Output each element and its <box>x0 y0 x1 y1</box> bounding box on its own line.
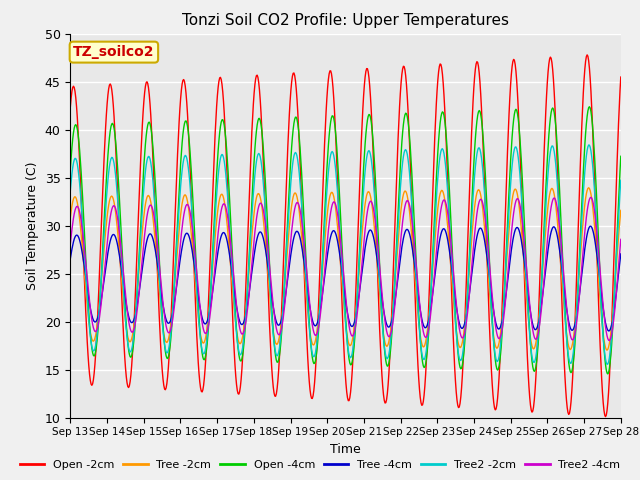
Open -2cm <box>602 414 609 420</box>
Title: Tonzi Soil CO2 Profile: Upper Temperatures: Tonzi Soil CO2 Profile: Upper Temperatur… <box>182 13 509 28</box>
Tree -4cm <box>189 252 196 258</box>
Tree2 -4cm <box>77 213 84 218</box>
Tree2 -4cm <box>429 293 436 299</box>
Open -2cm <box>189 237 196 243</box>
Tree -2cm <box>429 268 436 274</box>
Tree2 -4cm <box>587 194 595 200</box>
Tree2 -2cm <box>585 142 593 148</box>
Tree2 -2cm <box>67 187 74 193</box>
Tree -4cm <box>586 223 594 229</box>
Text: TZ_soilco2: TZ_soilco2 <box>73 45 155 59</box>
Tree2 -2cm <box>413 282 420 288</box>
X-axis label: Time: Time <box>330 443 361 456</box>
Open -2cm <box>67 103 74 109</box>
Open -4cm <box>617 154 625 159</box>
Open -4cm <box>413 266 420 272</box>
Tree -2cm <box>189 250 196 255</box>
Tree2 -4cm <box>218 204 226 210</box>
Open -2cm <box>429 195 436 201</box>
Line: Tree -2cm: Tree -2cm <box>70 188 621 350</box>
Tree -2cm <box>585 185 593 191</box>
Tree2 -2cm <box>77 189 84 195</box>
Tree -2cm <box>603 347 611 353</box>
Tree2 -2cm <box>603 361 611 367</box>
Open -2cm <box>413 329 420 335</box>
Tree -2cm <box>218 192 226 197</box>
Tree2 -4cm <box>617 237 625 242</box>
Tree -2cm <box>133 292 141 298</box>
Tree2 -2cm <box>429 262 436 267</box>
Tree -4cm <box>617 251 625 257</box>
Open -2cm <box>133 250 141 255</box>
Tree -2cm <box>67 215 74 220</box>
Line: Tree2 -2cm: Tree2 -2cm <box>70 145 621 364</box>
Open -4cm <box>586 104 593 109</box>
Line: Open -2cm: Open -2cm <box>70 55 621 417</box>
Tree -4cm <box>133 303 141 309</box>
Open -4cm <box>67 166 74 171</box>
Open -4cm <box>218 117 226 123</box>
Tree2 -4cm <box>413 264 420 270</box>
Tree2 -4cm <box>189 229 196 235</box>
Legend: Open -2cm, Tree -2cm, Open -4cm, Tree -4cm, Tree2 -2cm, Tree2 -4cm: Open -2cm, Tree -2cm, Open -4cm, Tree -4… <box>15 456 625 474</box>
Tree -4cm <box>413 277 420 283</box>
Line: Open -4cm: Open -4cm <box>70 107 621 374</box>
Open -4cm <box>429 257 436 263</box>
Open -4cm <box>189 197 196 203</box>
Open -2cm <box>218 81 226 87</box>
Tree2 -2cm <box>218 152 226 157</box>
Tree2 -2cm <box>189 224 196 229</box>
Tree2 -2cm <box>617 178 625 183</box>
Open -2cm <box>77 176 84 181</box>
Tree -4cm <box>67 255 74 261</box>
Tree -2cm <box>617 207 625 213</box>
Tree -2cm <box>413 293 420 299</box>
Tree -2cm <box>77 223 84 228</box>
Open -2cm <box>583 52 591 58</box>
Tree -4cm <box>77 240 84 246</box>
Tree2 -4cm <box>605 338 613 344</box>
Open -4cm <box>77 157 84 163</box>
Tree2 -2cm <box>133 292 141 298</box>
Tree -4cm <box>429 292 436 298</box>
Tree2 -4cm <box>67 240 74 246</box>
Tree2 -4cm <box>133 309 141 314</box>
Tree -4cm <box>605 328 612 334</box>
Line: Tree2 -4cm: Tree2 -4cm <box>70 197 621 341</box>
Open -4cm <box>133 292 141 298</box>
Y-axis label: Soil Temperature (C): Soil Temperature (C) <box>26 161 39 290</box>
Open -2cm <box>617 74 625 80</box>
Line: Tree -4cm: Tree -4cm <box>70 226 621 331</box>
Tree -4cm <box>218 231 226 237</box>
Open -4cm <box>604 371 612 377</box>
